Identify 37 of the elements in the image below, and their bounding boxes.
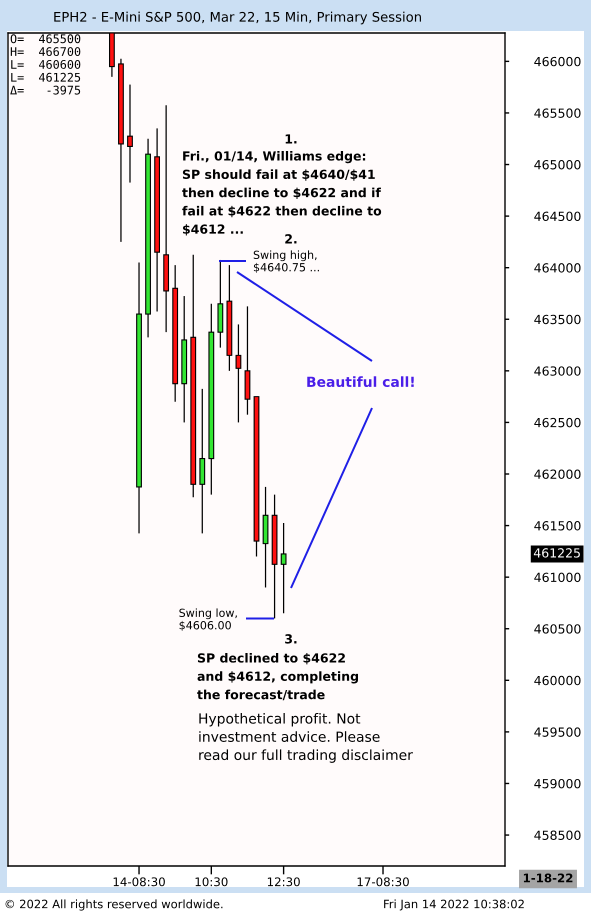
annotation: Swing low, $4606.00 <box>179 608 237 631</box>
y-tick-label: 463000 <box>534 366 581 376</box>
candlestick <box>280 522 287 614</box>
x-tick-label: 14-08:30 <box>114 877 165 886</box>
annotation: O= 465500 H= 466700 L= 460600 L= 461225 Δ= -3975 <box>10 34 80 95</box>
x-tick-label: 17-08:30 <box>358 877 409 886</box>
annotation: 1. <box>286 134 296 144</box>
annotation: Swing high, $4640.75 ... <box>254 250 319 273</box>
annotation: SP declined to $4622 and $4612, completing the forecast/trade <box>197 653 358 700</box>
y-tick-label: 460500 <box>534 624 581 634</box>
y-tick-label: 465500 <box>534 108 581 118</box>
annotation: 3. <box>285 634 296 644</box>
y-tick-label: 459000 <box>534 778 581 788</box>
candlestick <box>236 324 242 424</box>
y-tick-label: 463500 <box>534 314 581 324</box>
candlestick <box>127 84 133 184</box>
y-tick-label: 464500 <box>534 212 581 222</box>
y-tick-label: 462000 <box>534 469 581 479</box>
text: Fri Jan 14 2022 10:38:02 <box>384 899 524 910</box>
annotation: Beautiful call! <box>307 376 414 388</box>
chart-title: EPH2 - E-Mini S&P 500, Mar 22, 15 Min, Primary Session <box>54 12 421 24</box>
y-tick-label: 466000 <box>534 56 581 66</box>
y-tick-label: 461000 <box>534 572 581 582</box>
x-tick-label: 12:30 <box>268 877 300 886</box>
y-tick-label: 464000 <box>534 263 581 273</box>
x-tick-label: 10:30 <box>196 877 228 886</box>
text: © 2022 All rights reserved worldwide. <box>6 899 222 911</box>
y-tick-label: 462500 <box>534 418 581 428</box>
annotation: 2. <box>285 234 296 244</box>
y-tick-label: 460000 <box>534 676 581 686</box>
y-tick-label: 465000 <box>534 160 581 170</box>
text: 1-18-22 <box>524 873 572 882</box>
y-tick-label: 458500 <box>534 830 581 840</box>
annotation: Hypothetical profit. Not investment advice. Please read our full trading disclaimer <box>199 713 413 763</box>
text: 461225 <box>534 548 580 558</box>
y-tick-label: 459500 <box>534 727 581 737</box>
y-tick-label: 461500 <box>534 521 581 531</box>
